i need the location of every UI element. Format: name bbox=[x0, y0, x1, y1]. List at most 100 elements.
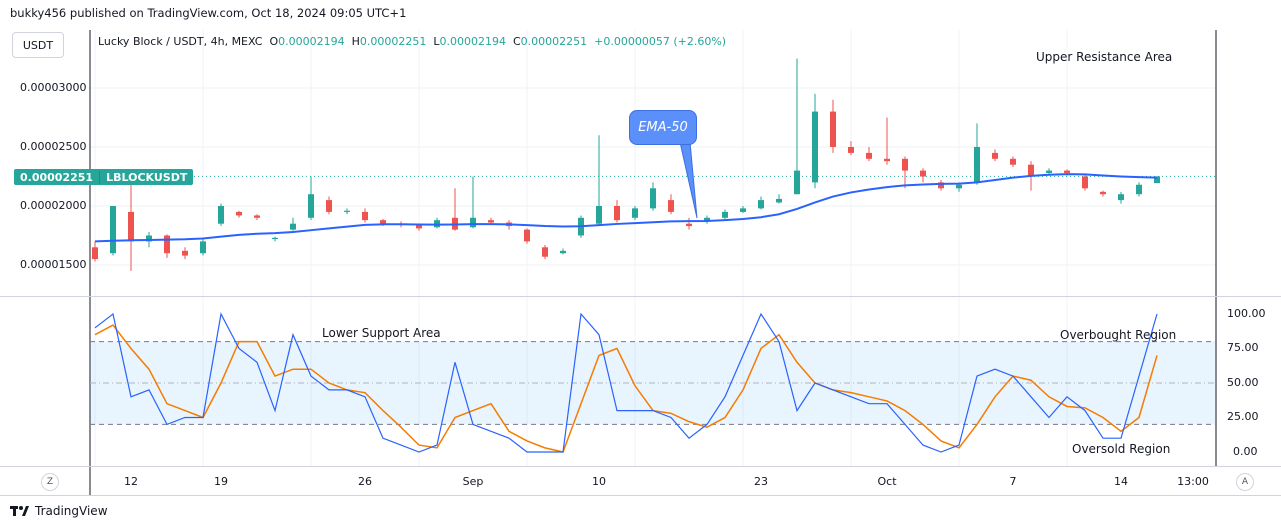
candle-body bbox=[992, 152, 998, 159]
time-axis-label: 23 bbox=[754, 475, 768, 488]
lower-support-label: Lower Support Area bbox=[322, 326, 441, 340]
low-label: L bbox=[433, 35, 440, 48]
price-axis-label: 0.00002000 bbox=[20, 199, 87, 212]
candle-body bbox=[128, 211, 134, 242]
candle-body bbox=[1100, 191, 1106, 195]
high-label: H bbox=[351, 35, 360, 48]
overbought-label: Overbought Region bbox=[1060, 328, 1177, 342]
candle-body bbox=[614, 206, 620, 221]
candle-body bbox=[488, 220, 494, 223]
candle-body bbox=[866, 152, 872, 159]
candle-body bbox=[524, 229, 530, 242]
candle-body bbox=[884, 158, 890, 162]
auto-scale-z-button[interactable]: Z bbox=[41, 473, 59, 491]
price-axis-label: 0.00002500 bbox=[20, 140, 87, 153]
last-price: 0.00002251 bbox=[20, 170, 94, 184]
osc-axis-label: 50.00 bbox=[1227, 376, 1259, 389]
time-axis-label: 12 bbox=[124, 475, 138, 488]
candle-body bbox=[758, 200, 764, 209]
time-axis-label: Sep bbox=[462, 475, 484, 488]
candle-body bbox=[254, 215, 260, 218]
upper-resistance-label: Upper Resistance Area bbox=[1036, 50, 1173, 64]
candle-body bbox=[110, 206, 116, 254]
candle-body bbox=[290, 223, 296, 230]
stoch-d-line bbox=[94, 324, 1158, 453]
publish-info: bukky456 published on TradingView.com, O… bbox=[10, 6, 407, 20]
symbol-legend: Lucky Block / USDT, 4h, MEXC O0.00002194… bbox=[98, 35, 726, 48]
candle-body bbox=[650, 188, 656, 209]
candle-body bbox=[920, 170, 926, 177]
osc-axis-label: 25.00 bbox=[1227, 410, 1259, 423]
time-axis-label: Oct bbox=[877, 475, 897, 488]
candle-body bbox=[956, 184, 962, 189]
candle-body bbox=[470, 217, 476, 228]
open-label: O bbox=[269, 35, 279, 48]
candle-body bbox=[776, 198, 782, 203]
candle-body bbox=[218, 206, 224, 224]
high-value: 0.00002251 bbox=[359, 35, 427, 48]
candle-body bbox=[1046, 170, 1052, 173]
osc-axis-label: 75.00 bbox=[1227, 341, 1259, 354]
candle-body bbox=[560, 250, 566, 254]
time-axis-label: 26 bbox=[358, 475, 372, 488]
candle-body bbox=[542, 247, 548, 257]
candle-body bbox=[596, 206, 602, 224]
candle-body bbox=[668, 200, 674, 212]
candle-body bbox=[416, 224, 422, 229]
candle-body bbox=[362, 211, 368, 221]
stoch-k-line bbox=[94, 312, 1158, 453]
candle-body bbox=[794, 170, 800, 195]
time-axis-label: 10 bbox=[592, 475, 606, 488]
candle-body bbox=[812, 111, 818, 183]
candle-body bbox=[830, 111, 836, 147]
candle-body bbox=[974, 147, 980, 183]
candle-body bbox=[92, 247, 98, 260]
candle-body bbox=[1064, 170, 1070, 173]
candle-body bbox=[236, 211, 242, 216]
candle-body bbox=[1028, 164, 1034, 177]
auto-scale-a-button[interactable]: A bbox=[1236, 473, 1254, 491]
candle-body bbox=[308, 194, 314, 218]
candle-body bbox=[182, 250, 188, 256]
time-axis-label: 14 bbox=[1114, 475, 1128, 488]
candle-body bbox=[740, 208, 746, 212]
candle-body bbox=[1136, 184, 1142, 195]
candle-body bbox=[146, 235, 152, 242]
candle-body bbox=[1154, 176, 1160, 184]
price-axis-label: 0.00001500 bbox=[20, 258, 87, 271]
candle-body bbox=[1010, 158, 1016, 165]
ema-callout: EMA-50 bbox=[629, 110, 697, 145]
candle-body bbox=[272, 237, 278, 240]
candle-body bbox=[344, 210, 350, 212]
price-axis-label: 0.00003000 bbox=[20, 81, 87, 94]
last-price-tag: 0.00002251 LBLOCKUSDT bbox=[14, 169, 194, 185]
time-axis-label: 13:00 bbox=[1177, 475, 1209, 488]
osc-axis-label: 0.00 bbox=[1233, 445, 1258, 458]
close-value: 0.00002251 bbox=[520, 35, 588, 48]
candle-body bbox=[200, 241, 206, 254]
open-value: 0.00002194 bbox=[278, 35, 345, 48]
candle-body bbox=[164, 235, 170, 254]
candle-body bbox=[1118, 194, 1124, 201]
chart-canvas[interactable] bbox=[0, 28, 1281, 496]
brand-name: TradingView bbox=[35, 504, 108, 518]
candle-body bbox=[902, 158, 908, 171]
osc-axis-label: 100.00 bbox=[1227, 307, 1266, 320]
ema-callout-pointer bbox=[679, 141, 698, 219]
time-axis-label: 19 bbox=[214, 475, 228, 488]
change-value: +0.00000057 (+2.60%) bbox=[594, 35, 727, 48]
tradingview-logo-icon bbox=[10, 506, 29, 516]
symbol-name: Lucky Block / USDT, 4h, MEXC bbox=[98, 35, 263, 48]
candle-body bbox=[686, 223, 692, 227]
candle-body bbox=[632, 208, 638, 218]
low-value: 0.00002194 bbox=[439, 35, 506, 48]
close-label: C bbox=[512, 35, 521, 48]
ticker: LBLOCKUSDT bbox=[99, 170, 193, 184]
currency-button[interactable]: USDT bbox=[12, 32, 64, 58]
candle-body bbox=[704, 217, 710, 222]
oversold-label: Oversold Region bbox=[1072, 442, 1171, 456]
candle-body bbox=[938, 182, 944, 189]
footer-brand: TradingView bbox=[10, 504, 108, 518]
ema50-line bbox=[94, 173, 1158, 243]
candle-body bbox=[1082, 176, 1088, 189]
